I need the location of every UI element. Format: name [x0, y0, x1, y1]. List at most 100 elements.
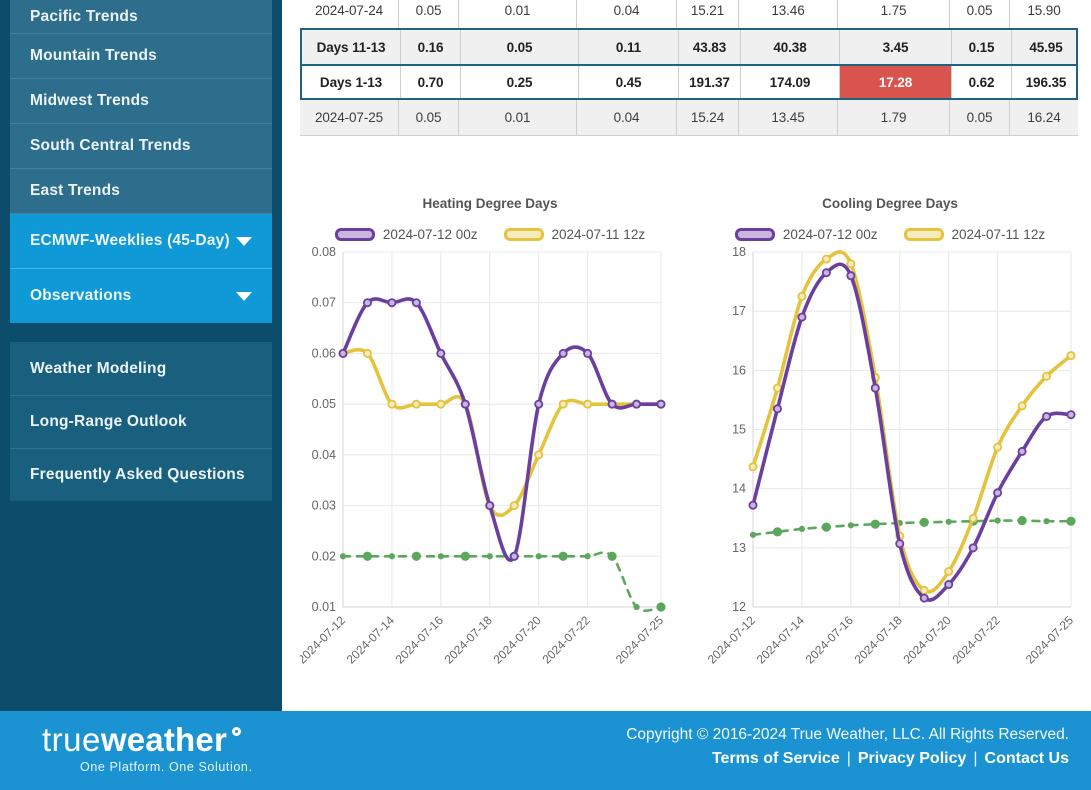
row-label: Days 1-13	[319, 74, 383, 90]
svg-text:2024-07-18: 2024-07-18	[852, 613, 906, 667]
legend-swatch	[503, 227, 544, 241]
svg-text:0.06: 0.06	[312, 346, 336, 360]
value-cell: 0.01	[458, 100, 576, 135]
logo-tagline: One Platform. One Solution.	[80, 760, 253, 774]
chart-legend: 2024-07-12 00z 2024-07-11 12z	[700, 225, 1080, 243]
svg-text:0.03: 0.03	[312, 499, 336, 513]
sidebar-item-frequently-asked-questions[interactable]: Frequently Asked Questions	[10, 448, 272, 501]
legend-item[interactable]: 2024-07-12 00z	[334, 226, 478, 242]
svg-text:2024-07-25: 2024-07-25	[1023, 613, 1077, 667]
value-cell: 0.11	[578, 30, 678, 64]
sidebar-nav-primary: Pacific Trends Mountain Trends Midwest Tre…	[10, 0, 272, 323]
svg-text:2024-07-16: 2024-07-16	[803, 613, 857, 667]
legend-item[interactable]: 2024-07-11 12z	[503, 226, 646, 242]
sidebar-item-mountain-trends[interactable]: Mountain Trends	[10, 33, 272, 78]
svg-text:2024-07-14: 2024-07-14	[754, 613, 808, 667]
svg-text:0.04: 0.04	[312, 448, 336, 462]
legend-label: 2024-07-11 12z	[951, 226, 1046, 242]
svg-text:18: 18	[732, 245, 746, 259]
value-cell: 0.45	[578, 66, 678, 98]
svg-text:2024-07-16: 2024-07-16	[393, 613, 447, 667]
value-cell: 0.15	[951, 30, 1011, 64]
chevron-down-icon	[236, 291, 252, 301]
sidebar-item-label: Midwest Trends	[30, 92, 150, 109]
footer-link-privacy-policy[interactable]: Privacy Policy	[857, 750, 967, 767]
footer-link-terms-of-service[interactable]: Terms of Service	[711, 750, 840, 767]
value-cell: 40.38	[740, 30, 839, 64]
svg-text:17: 17	[732, 304, 746, 318]
footer-link-contact-us[interactable]: Contact Us	[984, 750, 1069, 767]
svg-text:2024-07-18: 2024-07-18	[442, 613, 496, 667]
value-cell: 196.35	[1011, 66, 1080, 98]
value-cell: 0.05	[398, 100, 458, 135]
value-cell: 174.09	[740, 66, 839, 98]
value-cell: 3.45	[839, 30, 951, 64]
sidebar-nav-secondary: Weather Modeling Long-Range Outlook Freque…	[10, 342, 272, 501]
svg-text:2024-07-20: 2024-07-20	[901, 613, 955, 667]
sidebar-item-east-trends[interactable]: East Trends	[10, 168, 272, 213]
value-cell: 0.05	[949, 0, 1009, 28]
svg-text:2024-07-12: 2024-07-12	[705, 613, 759, 667]
legend-item[interactable]: 2024-07-12 00z	[734, 227, 878, 242]
logo-wordmark: trueweather	[42, 723, 253, 757]
value-cell: 0.05	[398, 0, 458, 28]
sidebar-item-ecmwf-weeklies-45-day[interactable]: ECMWF-Weeklies (45-Day)	[10, 213, 272, 268]
sidebar-item-midwest-trends[interactable]: Midwest Trends	[10, 78, 272, 123]
value-cell: 15.24	[676, 100, 738, 135]
line-plot: 0.080.070.060.050.040.030.020.012024-07-…	[300, 245, 667, 667]
sidebar-item-pacific-trends[interactable]: Pacific Trends	[10, 0, 272, 33]
value-cell: 0.04	[576, 0, 676, 28]
value-cell: 0.01	[458, 0, 576, 28]
value-cell: 13.45	[738, 100, 837, 135]
footer-right: Copyright © 2016-2024 True Weather, LLC.…	[626, 726, 1069, 768]
logo-weather-text: weather	[100, 721, 227, 758]
legend-label: 2024-07-11 12z	[551, 226, 646, 242]
svg-text:16: 16	[732, 363, 746, 377]
svg-text:0.02: 0.02	[312, 549, 336, 563]
sidebar-item-label: Pacific Trends	[30, 7, 138, 25]
sidebar-item-long-range-outlook[interactable]: Long-Range Outlook	[10, 395, 272, 448]
table-row: 2024-07-24 0.05 0.01 0.04 15.21 13.46 1.75 0.05…	[300, 0, 1078, 28]
svg-text:2024-07-14: 2024-07-14	[344, 613, 398, 667]
value-cell: 13.46	[738, 0, 837, 28]
table-row: Days 1-13 0.70 0.25 0.45 191.37 174.09 17.28 0.…	[300, 64, 1078, 100]
cooling-degree-days-chart: Cooling Degree Days 2024-07-12 00z 2024-0…	[700, 190, 1080, 685]
sidebar-item-label: Long-Range Outlook	[30, 413, 187, 430]
svg-text:2024-07-22: 2024-07-22	[539, 613, 593, 667]
value-cell: 1.75	[837, 0, 949, 28]
svg-text:0.01: 0.01	[312, 600, 336, 614]
value-cell: 0.04	[576, 100, 676, 135]
svg-text:0.08: 0.08	[312, 245, 336, 259]
sidebar-item-label: Observations	[30, 287, 132, 304]
svg-text:2024-07-22: 2024-07-22	[949, 613, 1003, 667]
value-cell: 0.70	[400, 66, 460, 98]
row-label: Days 11-13	[316, 39, 386, 55]
line-plot: 181716151413122024-07-122024-07-142024-0…	[705, 245, 1077, 667]
chart-title: Cooling Degree Days	[822, 196, 958, 211]
value-cell: 15.90	[1009, 0, 1078, 28]
trueweather-logo[interactable]: trueweather One Platform. One Solution.	[42, 723, 253, 775]
svg-text:2024-07-25: 2024-07-25	[613, 613, 667, 667]
sidebar-item-label: East Trends	[30, 182, 121, 199]
sidebar-item-observations[interactable]: Observations	[10, 268, 272, 323]
value-cell: 0.05	[949, 100, 1009, 135]
link-separator: |	[973, 750, 978, 767]
svg-text:13: 13	[732, 541, 746, 555]
degree-icon	[232, 727, 241, 736]
svg-text:0.05: 0.05	[312, 397, 336, 411]
forecast-table: 2024-07-24 0.05 0.01 0.04 15.21 13.46 1.75 0.05…	[300, 0, 1078, 136]
sidebar-item-weather-modeling[interactable]: Weather Modeling	[10, 342, 272, 395]
svg-text:15: 15	[732, 423, 746, 437]
sidebar-item-south-central-trends[interactable]: South Central Trends	[10, 123, 272, 168]
sidebar-item-label: Mountain Trends	[30, 47, 157, 64]
svg-text:2024-07-20: 2024-07-20	[491, 613, 545, 667]
row-label: 2024-07-25	[314, 110, 384, 125]
value-cell: 191.37	[678, 66, 740, 98]
legend-item[interactable]: 2024-07-11 12z	[903, 226, 1046, 242]
value-cell: 0.62	[951, 66, 1011, 98]
legend-swatch	[734, 227, 775, 241]
value-cell: 45.95	[1011, 30, 1080, 64]
sidebar-item-label: Weather Modeling	[30, 359, 167, 377]
legend-label: 2024-07-12 00z	[382, 226, 478, 242]
sidebar-item-label: ECMWF-Weeklies (45-Day)	[30, 232, 230, 249]
